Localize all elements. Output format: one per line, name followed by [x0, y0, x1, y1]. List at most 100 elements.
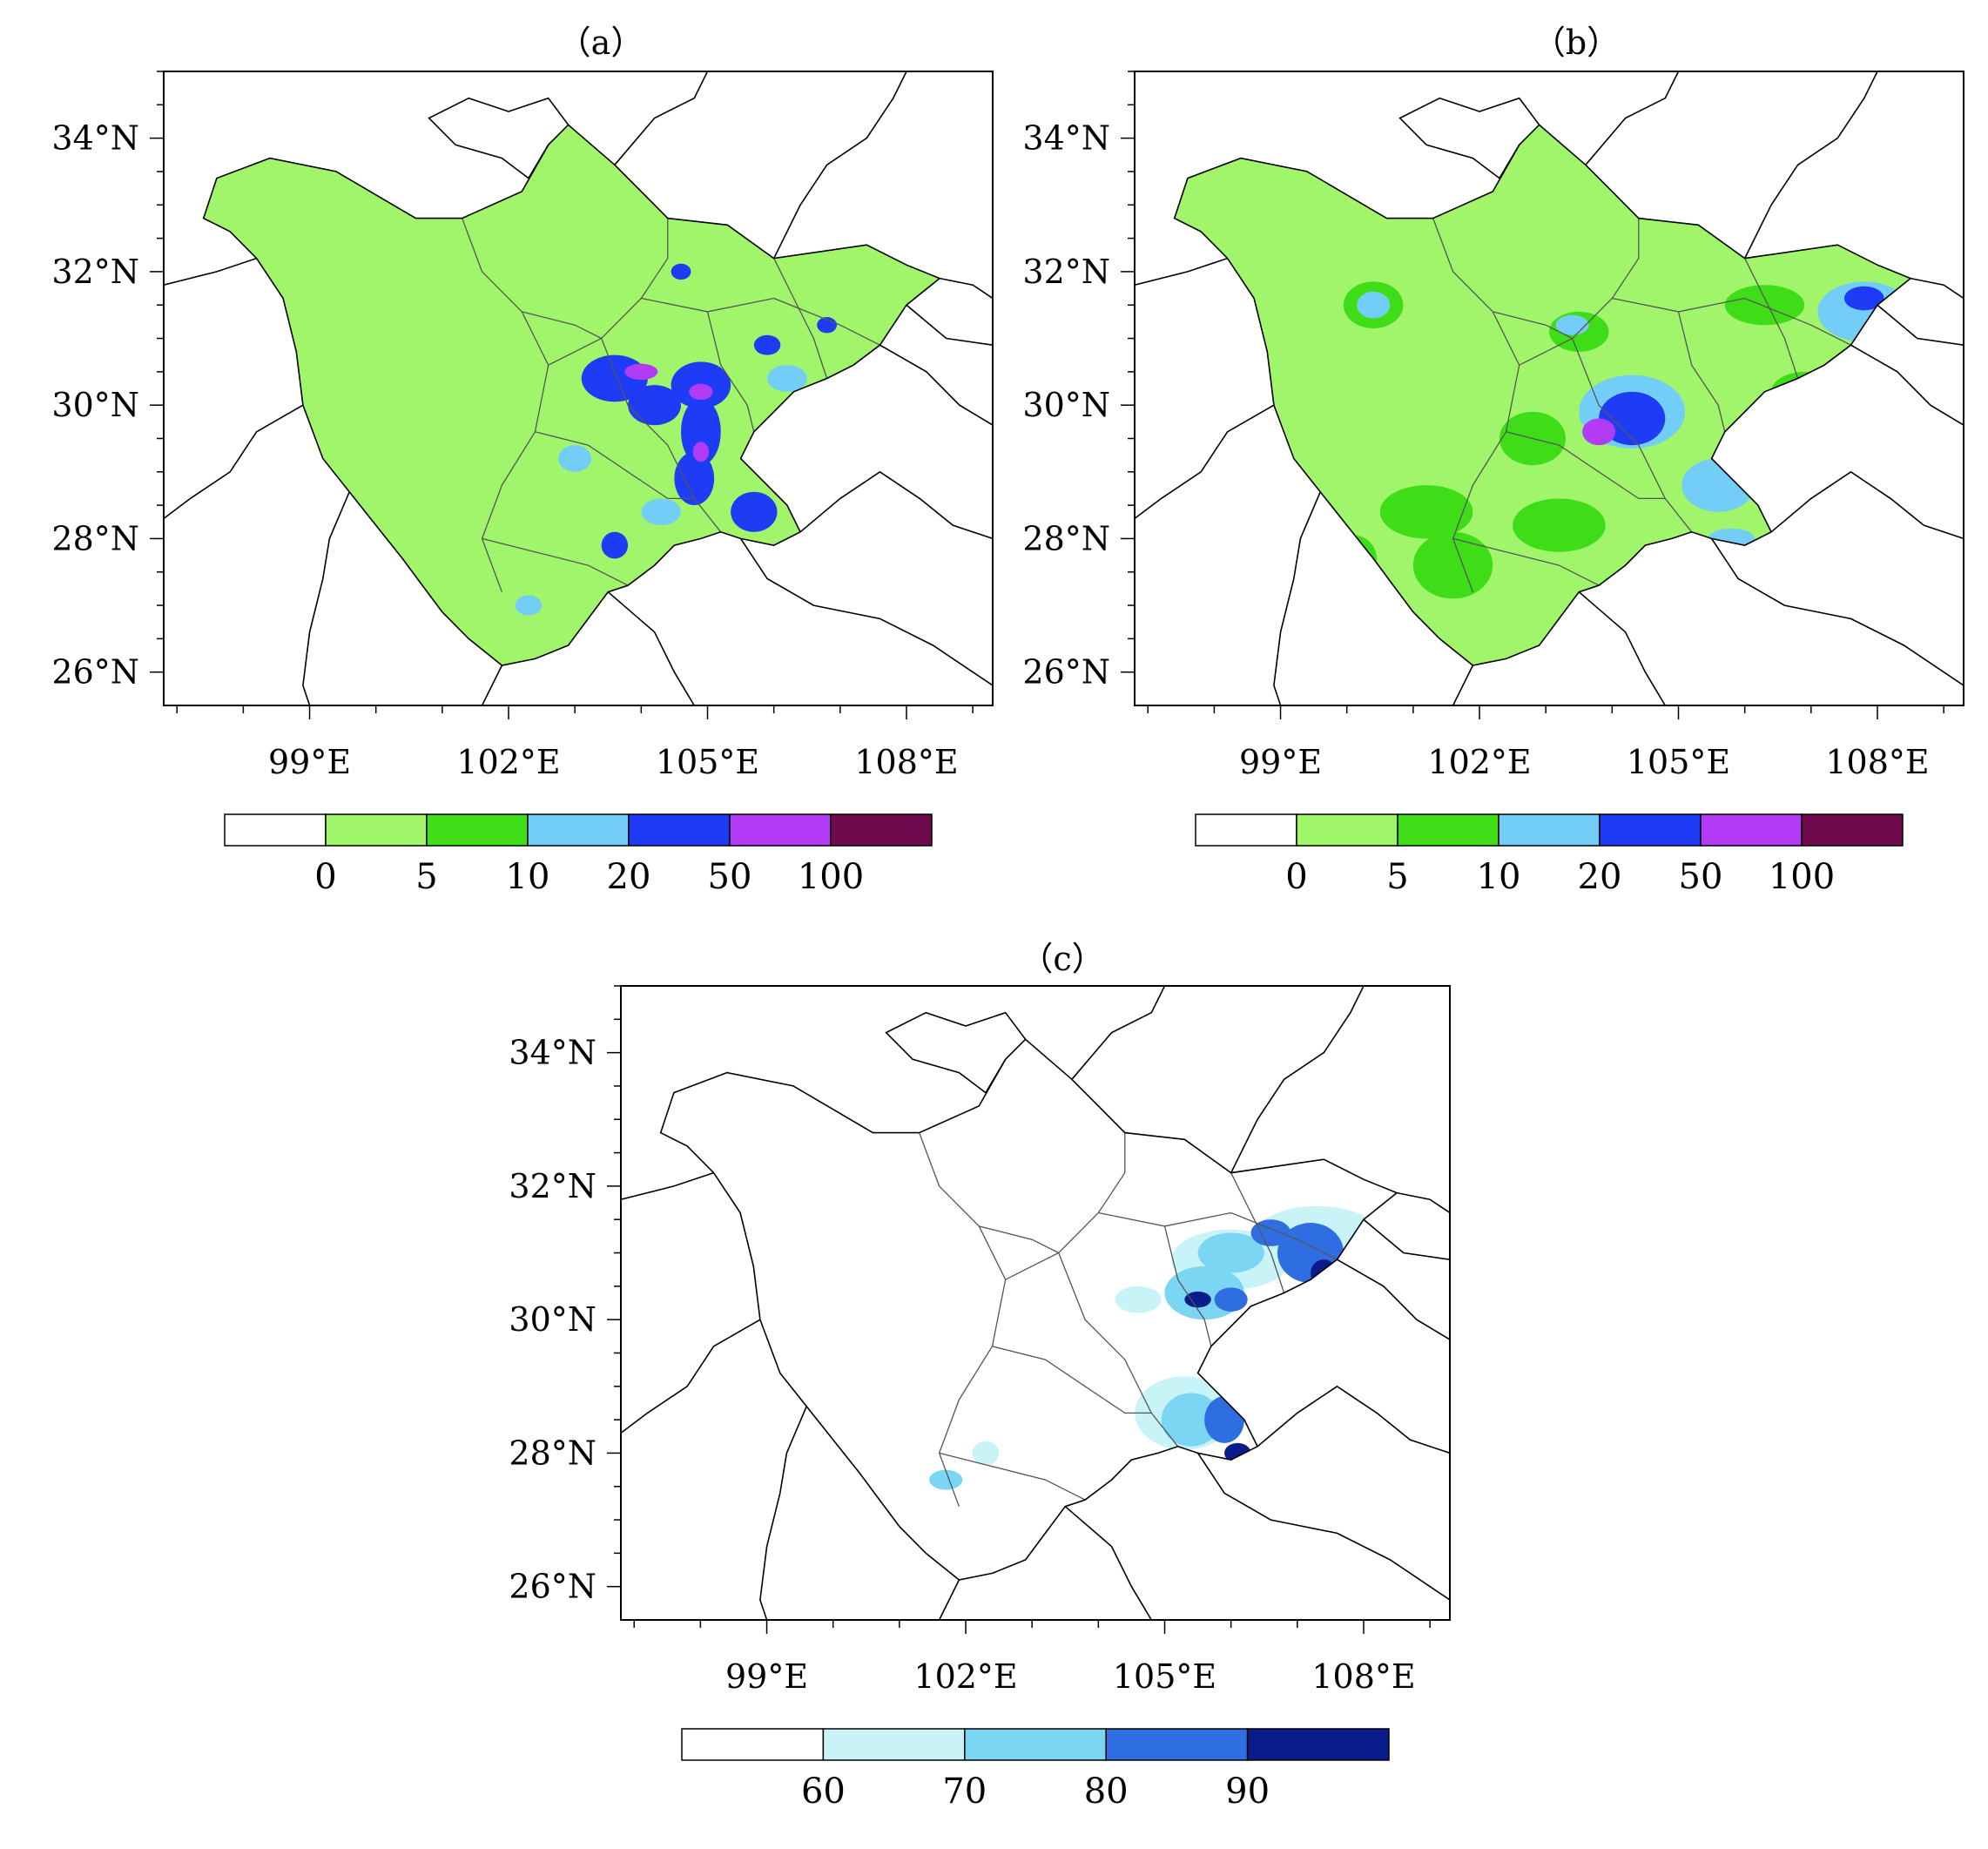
region-border [1850, 344, 1964, 426]
region-border [799, 470, 993, 540]
region-border [1398, 97, 1540, 179]
y-tick-label: 30°N [1022, 386, 1110, 424]
province-fill [203, 125, 940, 666]
internal-border [1452, 537, 1600, 586]
y-tick-label: 32°N [1022, 253, 1110, 291]
field-patch [1204, 1396, 1244, 1443]
x-tick-label: 99°E [725, 1657, 808, 1696]
field-patch [641, 498, 682, 526]
colorbar-label: 80 [1084, 1771, 1129, 1812]
x-tick-label: 102°E [1427, 743, 1531, 781]
province-fill [1174, 125, 1911, 666]
colorbar-label: 20 [1578, 857, 1622, 897]
field-patch [624, 363, 658, 381]
internal-border [641, 297, 880, 346]
panel-b-title: （b） [1532, 24, 1621, 62]
field-patch [1513, 498, 1606, 552]
region-border [1337, 1259, 1450, 1340]
region-border [1452, 665, 1474, 705]
region-border [428, 97, 569, 179]
region-border [302, 491, 350, 705]
internal-border [482, 537, 629, 586]
field-patch [1681, 458, 1756, 512]
field-contours [929, 1205, 1384, 1490]
field-patch [1708, 528, 1756, 549]
internal-border [979, 1225, 1059, 1254]
colorbar-swatch [1296, 813, 1398, 847]
region-border [1257, 1385, 1450, 1454]
colorbar-swatch [1397, 813, 1499, 847]
internal-border [1506, 431, 1666, 500]
y-tick-label: 28°N [51, 519, 139, 557]
y-tick-label: 28°N [509, 1434, 596, 1472]
region-border [1135, 404, 1275, 520]
field-patch [1827, 371, 1861, 399]
colorbar-label: 90 [1225, 1771, 1270, 1812]
field-patch [1379, 485, 1473, 539]
y-tick-label: 30°N [51, 386, 139, 424]
colorbar-swatch [1498, 813, 1601, 847]
internal-border [1612, 297, 1851, 346]
panel-c-colorbar: 60 70 80 90 [681, 1728, 1390, 1812]
y-tick-label: 34°N [51, 119, 139, 158]
panel-a-title: （a） [557, 24, 644, 62]
region-border [1710, 537, 1964, 686]
field-patch [628, 385, 682, 426]
field-patch [1582, 418, 1616, 446]
field-patch [790, 415, 824, 435]
region-border [759, 1406, 807, 1620]
panel-b-colorbar: 0 5 10 20 50 100 [1195, 813, 1904, 897]
colorbar-label: 0 [314, 857, 336, 897]
colorbar-swatch [1599, 813, 1702, 847]
internal-border [1432, 218, 1520, 592]
region-border [885, 1011, 1027, 1094]
colorbar-label: 10 [506, 857, 550, 897]
region-border [164, 257, 257, 286]
internal-border [1098, 1211, 1338, 1260]
x-tick-label: 102°E [456, 743, 560, 781]
colorbar-swatch [822, 1728, 966, 1761]
colorbar-swatch [1105, 1728, 1249, 1761]
field-patch [1250, 1219, 1291, 1246]
colorbar-label: 50 [1679, 857, 1723, 897]
y-tick-label: 32°N [51, 253, 139, 291]
region-border [879, 344, 993, 426]
x-tick-label: 105°E [1113, 1657, 1216, 1696]
colorbar-label: 5 [1386, 857, 1408, 897]
field-patch [1330, 535, 1377, 583]
neighbour-borders [1135, 71, 1964, 705]
internal-border [462, 218, 549, 592]
field-patch [1320, 565, 1360, 606]
x-tick-label: 105°E [656, 743, 759, 781]
x-tick-label: 105°E [1627, 743, 1730, 781]
field-patch [692, 442, 710, 462]
field-patch [1771, 371, 1838, 412]
colorbar-label: 20 [607, 857, 651, 897]
x-tick-label: 108°E [854, 743, 958, 781]
province-fill [660, 1039, 1398, 1580]
internal-border [1493, 311, 1573, 340]
region-border [1910, 277, 1964, 300]
colorbar-label: 100 [1769, 857, 1835, 897]
colorbar-swatch [681, 1728, 825, 1761]
colorbar-label: 60 [801, 1771, 846, 1812]
colorbar-swatch [729, 813, 832, 847]
neighbour-borders [621, 986, 1450, 1620]
colorbar-swatch [1246, 1728, 1390, 1761]
region-border [481, 665, 503, 705]
panel-a-map: 99°E 102°E 105°E 108°E 26°N 28°N 30°N 32°N 34°N [51, 71, 994, 781]
internal-border [1744, 258, 1799, 379]
field-patch [1184, 1291, 1211, 1308]
field-patch [1224, 1442, 1251, 1463]
region-border [1064, 1506, 1152, 1620]
internal-border [1058, 1252, 1179, 1447]
y-tick-label: 32°N [509, 1167, 596, 1205]
x-tick-label: 99°E [1239, 743, 1322, 781]
field-patch [1357, 291, 1391, 319]
colorbar-label: 0 [1285, 857, 1307, 897]
region-border [1135, 257, 1228, 286]
region-border [938, 1579, 960, 1620]
panel-a-colorbar: 0 5 10 20 50 100 [224, 813, 933, 897]
colorbar-label: 50 [708, 857, 752, 897]
